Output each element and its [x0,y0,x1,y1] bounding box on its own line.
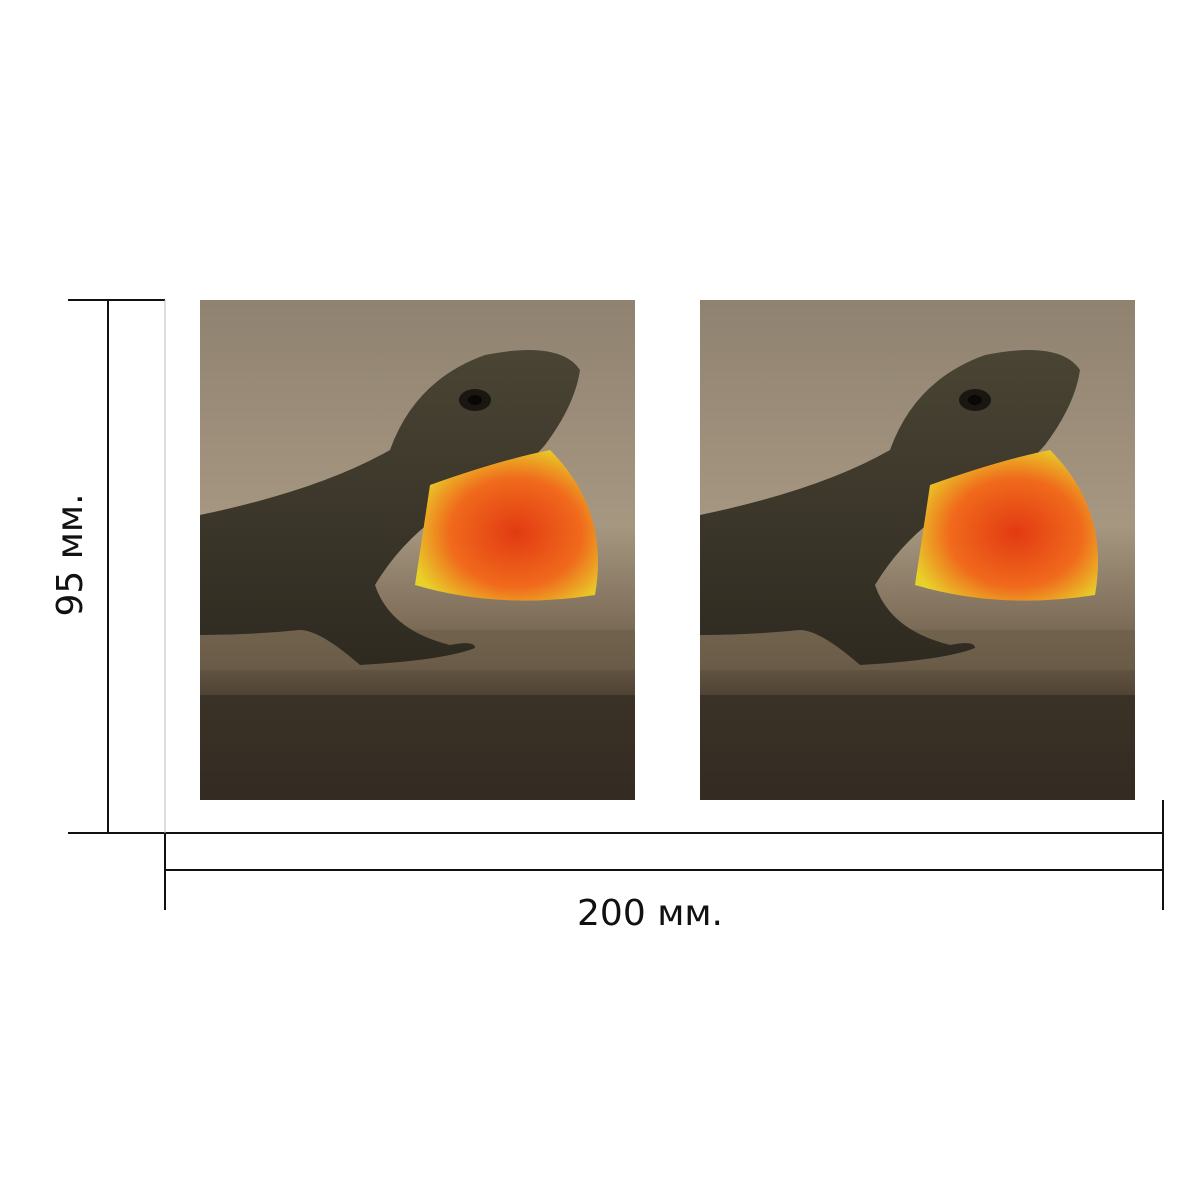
dimension-lines [68,299,1164,910]
product-photo [200,300,635,800]
height-label: 95 мм. [50,493,91,616]
width-label: 200 мм. [577,893,723,934]
product-photo [700,300,1135,800]
